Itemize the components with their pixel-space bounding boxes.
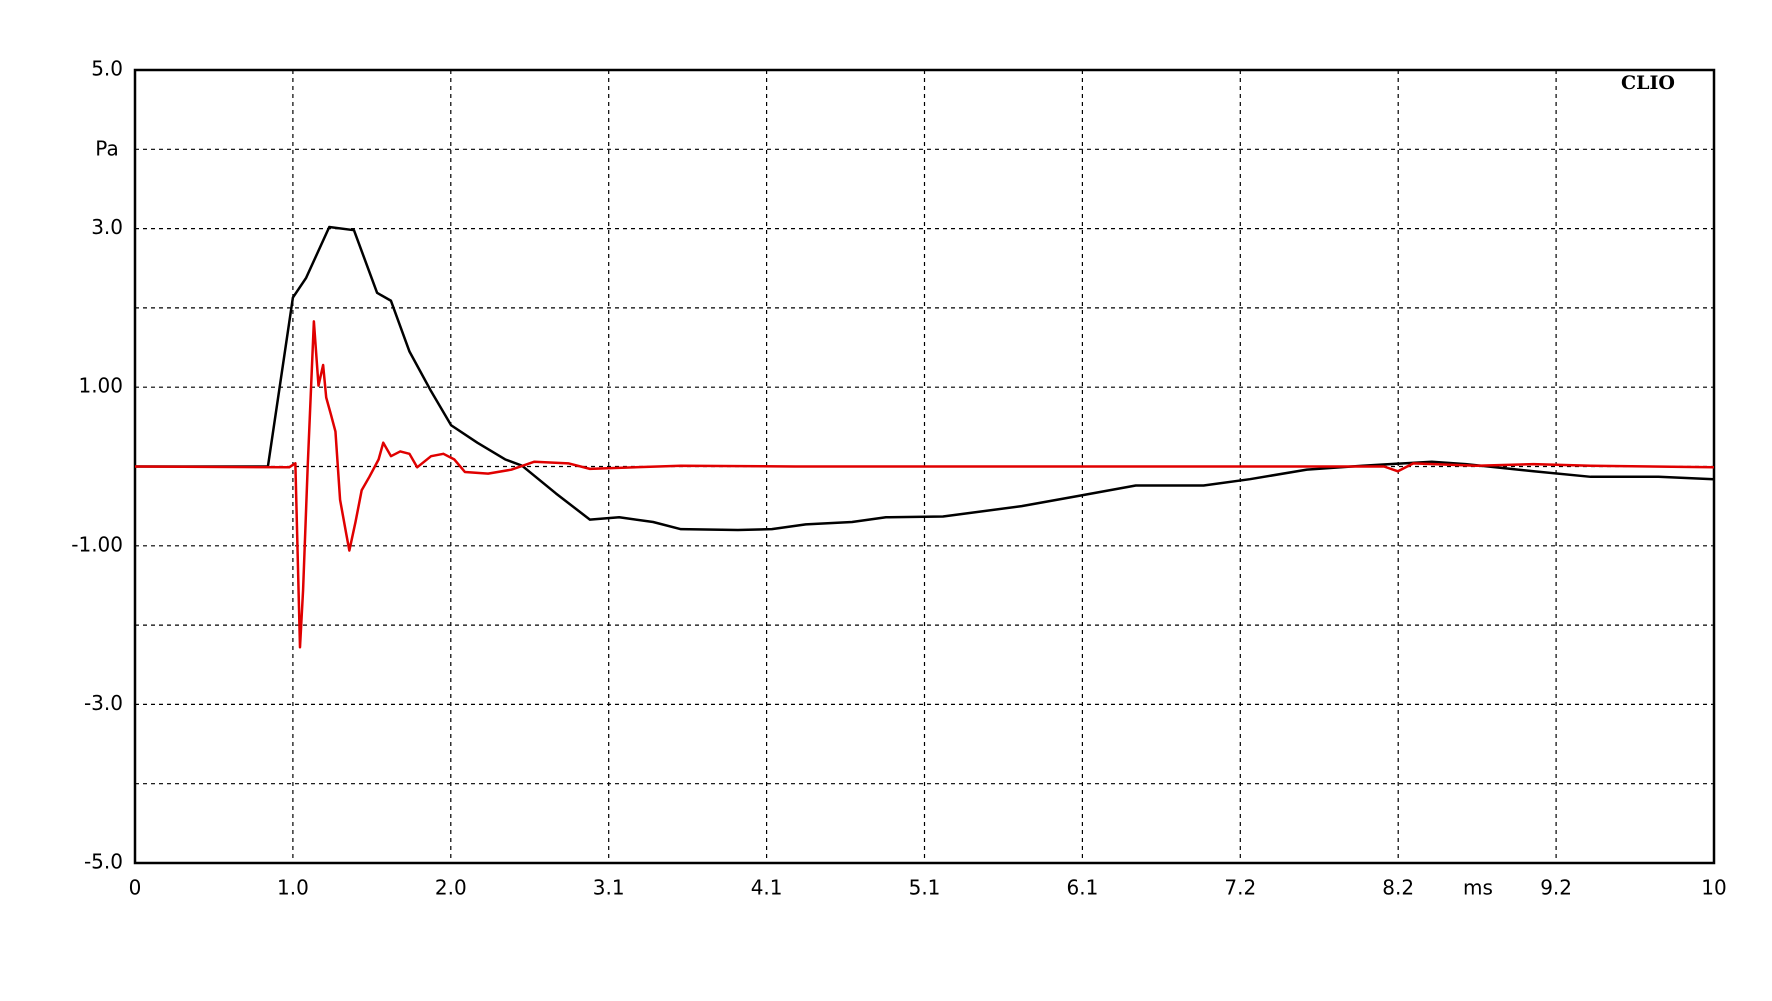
data-line (134, 320, 1715, 649)
x-tick-label: 8.2 (1382, 876, 1414, 900)
annotation: CLIO (1621, 72, 1675, 94)
x-tick-label: 5.1 (909, 876, 941, 900)
y-tick-label: -5.0 (84, 850, 123, 874)
y-axis-label: Pa (95, 137, 118, 161)
y-tick-label: 3.0 (91, 215, 123, 239)
x-tick-label: 6.1 (1066, 876, 1098, 900)
y-tick-label: 1.00 (78, 374, 123, 398)
x-tick-label: 9.2 (1540, 876, 1572, 900)
y-tick-label: 5.0 (91, 57, 123, 81)
x-tick-label: 7.2 (1224, 876, 1256, 900)
y-tick-label: -3.0 (84, 691, 123, 715)
x-tick-label: 1.0 (277, 876, 309, 900)
x-tick-label: 4.1 (751, 876, 783, 900)
x-tick-label: 10 (1701, 876, 1726, 900)
x-tick-label: 2.0 (435, 876, 467, 900)
x-tick-label: 0 (129, 876, 142, 900)
x-tick-label: 3.1 (593, 876, 625, 900)
y-tick-label: -1.00 (71, 532, 123, 556)
x-axis-label: ms (1463, 876, 1493, 900)
